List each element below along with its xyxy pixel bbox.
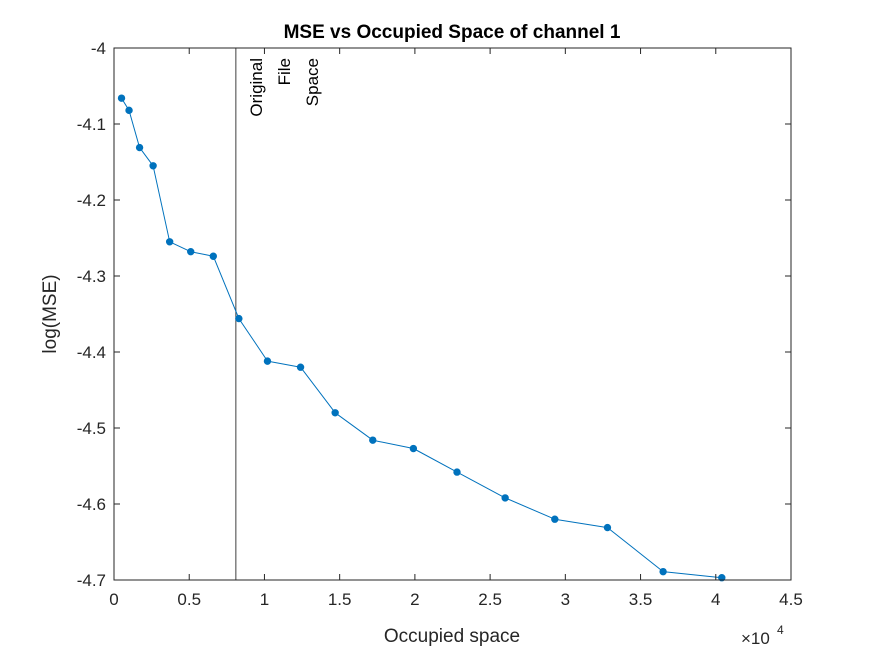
x-tick-label: 2 bbox=[410, 590, 419, 609]
x-axis: 0 0.5 1 1.5 2 2.5 3 3.5 4 4.5 bbox=[109, 48, 803, 609]
data-point bbox=[551, 515, 559, 523]
data-point bbox=[165, 238, 174, 246]
series-layer bbox=[117, 94, 726, 582]
x-tick-label: 0.5 bbox=[177, 590, 201, 609]
data-point bbox=[135, 143, 144, 152]
y-tick-label: -4.7 bbox=[77, 571, 106, 590]
plot-area bbox=[114, 48, 791, 580]
x-tick-label: 4.5 bbox=[779, 590, 803, 609]
data-point bbox=[603, 523, 612, 532]
annotation-text-line: Original bbox=[247, 58, 266, 117]
y-tick-label: -4.2 bbox=[77, 191, 106, 210]
data-point bbox=[501, 494, 509, 502]
annotation-text-line: File bbox=[275, 58, 294, 85]
data-point bbox=[718, 574, 726, 582]
x-exponent-power: 4 bbox=[777, 623, 784, 637]
x-tick-label: 3 bbox=[561, 590, 570, 609]
x-tick-label: 0 bbox=[109, 590, 118, 609]
y-axis-label: log(MSE) bbox=[40, 274, 61, 353]
data-point bbox=[263, 357, 272, 365]
x-tick-label: 3.5 bbox=[629, 590, 653, 609]
data-point bbox=[149, 162, 157, 170]
y-axis: -4 -4.1 -4.2 -4.3 -4.4 -4.5 -4.6 -4.7 bbox=[77, 39, 791, 590]
chart-title: MSE vs Occupied Space of channel 1 bbox=[284, 22, 621, 43]
x-tick-label: 1 bbox=[260, 590, 269, 609]
data-point bbox=[369, 436, 377, 444]
y-tick-label: -4.3 bbox=[77, 267, 106, 286]
data-point bbox=[187, 247, 195, 256]
annotation-text-line: Space bbox=[303, 58, 322, 106]
data-point bbox=[296, 363, 305, 371]
y-tick-label: -4.1 bbox=[77, 115, 106, 134]
data-point bbox=[331, 409, 339, 417]
x-exponent-base: ×10 bbox=[741, 629, 770, 648]
data-point bbox=[453, 468, 461, 476]
x-tick-label: 1.5 bbox=[328, 590, 352, 609]
y-tick-label: -4.5 bbox=[77, 419, 106, 438]
x-tick-label: 4 bbox=[711, 590, 720, 609]
y-tick-label: -4.4 bbox=[77, 343, 106, 362]
data-point bbox=[125, 106, 133, 115]
data-point bbox=[117, 94, 126, 102]
y-tick-label: -4.6 bbox=[77, 495, 106, 514]
data-point bbox=[235, 314, 243, 323]
annotation-layer: Original File Space bbox=[235, 48, 322, 580]
data-point bbox=[659, 567, 667, 576]
plot-frame bbox=[113, 47, 792, 581]
data-point bbox=[409, 444, 418, 453]
data-point bbox=[209, 252, 217, 260]
x-tick-label: 2.5 bbox=[478, 590, 502, 609]
x-axis-label: Occupied space bbox=[384, 626, 520, 647]
y-tick-label: -4 bbox=[91, 39, 106, 58]
